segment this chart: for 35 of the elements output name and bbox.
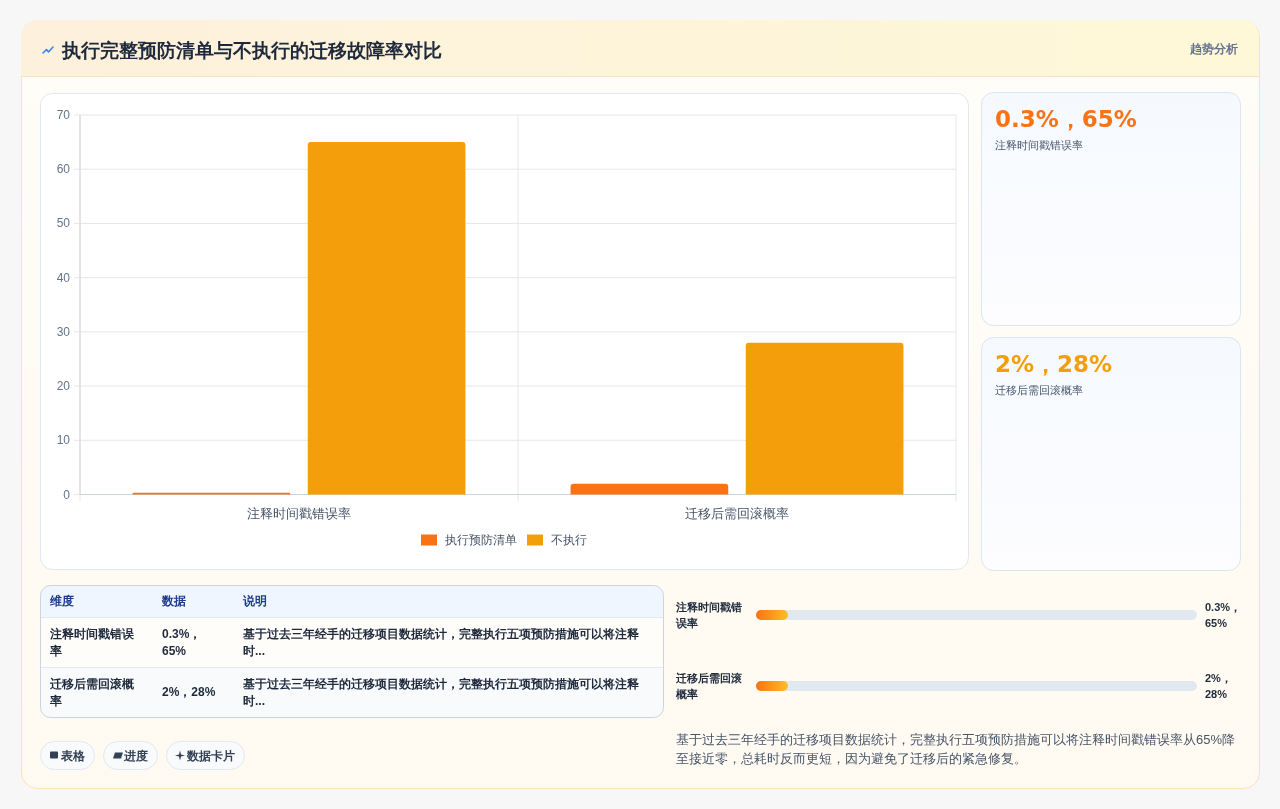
- y-tick-label: 50: [56, 216, 70, 231]
- x-tick-label: 注释时间戳错误率: [247, 505, 351, 520]
- table-header: 维度: [50, 594, 74, 608]
- y-tick-label: 40: [56, 270, 70, 285]
- table-cell: 注释时间戳错误率: [50, 626, 134, 658]
- y-tick-label: 30: [56, 324, 70, 339]
- y-tick-label: 10: [56, 433, 70, 448]
- card-value: 2%，28%: [995, 351, 1113, 377]
- value-label: 0.3%，65%: [1205, 601, 1242, 629]
- legend-label: 不执行: [551, 533, 587, 547]
- table-cell: 基于过去三年经手的迁移项目数据统计，完整执行五项预防措施可以将注释时...: [243, 676, 639, 708]
- table-header: 数据: [162, 594, 186, 608]
- y-tick-label: 60: [56, 162, 70, 177]
- card-value: 0.3%，65%: [995, 106, 1137, 132]
- card-label: 迁移后需回滚概率: [995, 384, 1083, 396]
- button-label: 表格: [61, 748, 85, 763]
- category-label: 注释时间戳错误率: [676, 601, 742, 629]
- legend-label: 执行预防清单: [445, 533, 517, 547]
- y-tick-label: 70: [56, 108, 70, 122]
- note: 基于过去三年经手的迁移项目数据统计，完整执行五项预防措施可以将注释时间戳错误率从65%降至接近零，总耗时反而更短，因为避免了迁移后的紧急修复。: [676, 731, 1236, 766]
- table-cell: 0.3%，65%: [162, 626, 202, 658]
- button-label: 数据卡片: [187, 748, 235, 763]
- button-label: 进度: [124, 748, 148, 763]
- header-label: 趋势分析: [1190, 42, 1238, 56]
- category-label: 迁移后需回滚概率: [676, 672, 742, 700]
- value-label: 2%，28%: [1205, 672, 1232, 700]
- y-tick-label: 20: [56, 379, 70, 394]
- table-cell: 2%，28%: [162, 685, 216, 699]
- title: 执行完整预防清单与不执行的迁移故障率对比: [62, 39, 442, 61]
- card-label: 注释时间戳错误率: [995, 139, 1083, 151]
- x-tick-label: 迁移后需回滚概率: [685, 505, 789, 520]
- table-header: 说明: [243, 594, 267, 608]
- y-tick-label: 0: [63, 487, 70, 502]
- table-cell: 迁移后需回滚概率: [50, 676, 134, 708]
- table-cell: 基于过去三年经手的迁移项目数据统计，完整执行五项预防措施可以将注释时...: [243, 626, 639, 658]
